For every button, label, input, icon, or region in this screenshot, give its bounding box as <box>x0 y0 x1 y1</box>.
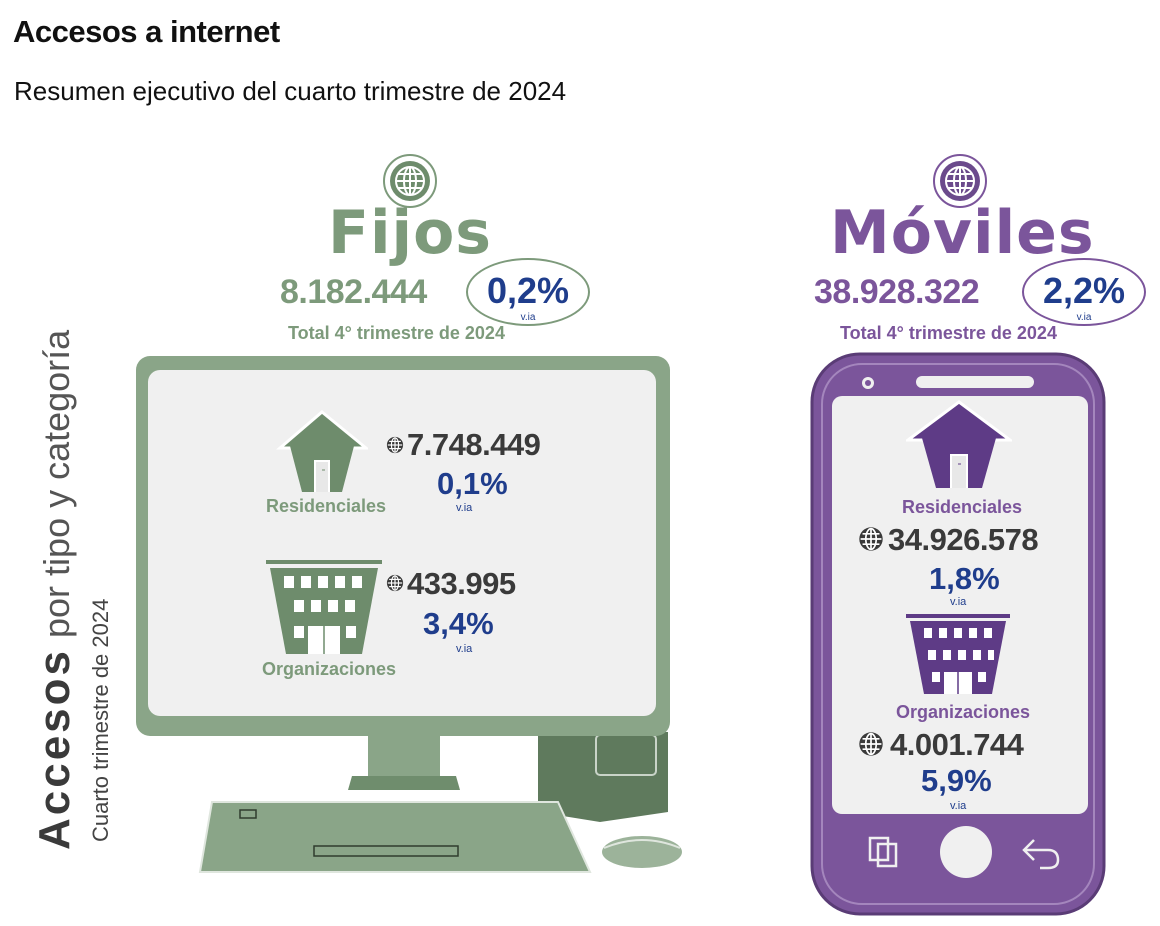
globe-icon <box>386 436 404 454</box>
desktop-computer-illustration <box>136 356 682 873</box>
fijos-residenciales-label: Residenciales <box>266 496 387 516</box>
moviles-residenciales-variation-label: v.ia <box>950 596 967 608</box>
moviles-total: 38.928.322 <box>814 273 980 311</box>
moviles-total-caption: Total 4° trimestre de 2024 <box>840 323 1057 343</box>
moviles-title: Móviles <box>830 198 1095 268</box>
globe-icon <box>859 732 883 756</box>
globe-icon <box>859 527 883 551</box>
page-subtitle: Resumen ejecutivo del cuarto trimestre d… <box>14 76 567 106</box>
fijos-organizaciones-variation-label: v.ia <box>456 643 473 655</box>
moviles-variation-badge: 2,2% v.ia <box>1022 258 1146 326</box>
fijos-variation-badge: 0,2% v.ia <box>466 258 590 326</box>
fijos-variation: 0,2% <box>486 270 570 311</box>
house-icon <box>276 410 368 492</box>
moviles-residenciales-value: 34.926.578 <box>888 522 1039 557</box>
moviles-residenciales-variation: 1,8% <box>929 561 1000 596</box>
fijos-variation-label: v.ia <box>520 312 536 323</box>
side-label-period: Cuarto trimestre de 2024 <box>88 598 113 842</box>
fijos-residenciales-variation: 0,1% <box>437 466 508 501</box>
globe-icon <box>386 574 404 592</box>
moviles-variation-label: v.ia <box>1076 312 1092 323</box>
moviles-variation: 2,2% <box>1042 270 1126 311</box>
fijos-total: 8.182.444 <box>280 273 427 311</box>
moviles-organizaciones-variation-label: v.ia <box>950 800 967 812</box>
house-icon <box>906 400 1012 488</box>
side-label-rest: por tipo y categoría <box>36 329 77 638</box>
fijos-title: Fijos <box>327 198 493 268</box>
moviles-organizaciones-variation: 5,9% <box>921 763 992 798</box>
side-label-bold: Accesos <box>30 647 79 850</box>
moviles-residenciales-label: Residenciales <box>902 497 1023 517</box>
fijos-residenciales-value: 7.748.449 <box>407 427 541 462</box>
office-building-icon <box>266 560 382 654</box>
fijos-total-caption: Total 4° trimestre de 2024 <box>288 323 505 343</box>
moviles-organizaciones-value: 4.001.744 <box>890 727 1024 762</box>
moviles-organizaciones-label: Organizaciones <box>896 702 1031 722</box>
globe-icon <box>383 154 437 208</box>
fijos-organizaciones-value: 433.995 <box>407 566 516 601</box>
office-building-icon <box>906 614 1010 694</box>
side-label: Accesos por tipo y categoría <box>30 330 80 850</box>
globe-icon <box>933 154 987 208</box>
fijos-organizaciones-variation: 3,4% <box>423 606 494 641</box>
page-title: Accesos a internet <box>13 14 280 49</box>
fijos-residenciales-variation-label: v.ia <box>456 502 473 514</box>
fijos-organizaciones-label: Organizaciones <box>262 659 397 679</box>
